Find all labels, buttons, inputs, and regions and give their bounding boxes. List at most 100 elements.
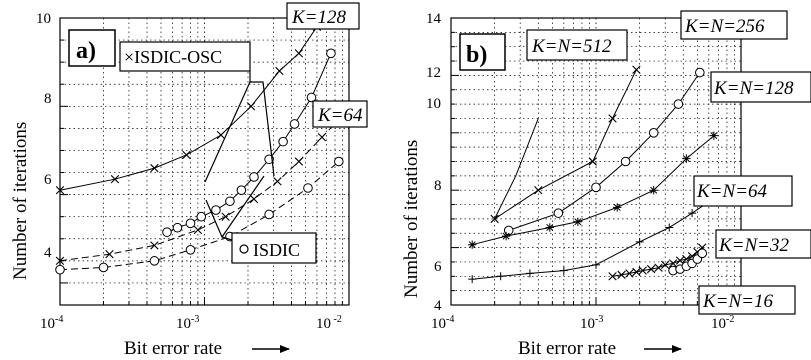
data-point bbox=[638, 266, 647, 275]
y-axis-title: Number of iterations bbox=[10, 122, 31, 280]
y-tick-label: 4 bbox=[44, 245, 52, 261]
y-tick-label: 6 bbox=[434, 259, 442, 275]
data-point bbox=[468, 275, 477, 284]
data-point bbox=[591, 182, 601, 193]
data-point bbox=[625, 269, 634, 278]
data-point bbox=[592, 260, 600, 269]
data-point bbox=[185, 245, 196, 255]
y-tick-label: 12 bbox=[426, 65, 441, 81]
data-point bbox=[675, 256, 685, 265]
data-point bbox=[249, 172, 259, 182]
x-tick-label: 10-4 bbox=[431, 314, 454, 332]
data-point bbox=[573, 217, 583, 226]
data-point bbox=[289, 119, 300, 129]
series-label-32: K=N=32 bbox=[718, 235, 789, 256]
chart-panel-a: 4 6 8 10 10-4 10-3 10 -2 Number of itera… bbox=[10, 2, 368, 359]
data-point bbox=[162, 227, 172, 237]
series-label-box-32 bbox=[715, 229, 811, 259]
series-label-128: K=N=128 bbox=[713, 78, 794, 99]
series-line-k-n-128 bbox=[508, 72, 701, 231]
data-point bbox=[150, 163, 159, 173]
data-point bbox=[525, 269, 534, 278]
x-tick-label: 10-3 bbox=[580, 314, 603, 332]
data-point bbox=[275, 66, 284, 76]
legend-label-osc: ×ISDIC-OSC bbox=[124, 47, 222, 67]
data-point bbox=[193, 225, 203, 235]
data-point bbox=[668, 259, 678, 268]
data-point bbox=[534, 186, 543, 195]
series-label-box-128 bbox=[710, 71, 811, 103]
series-label-box-k128 bbox=[286, 2, 360, 30]
data-point bbox=[673, 99, 684, 109]
data-point bbox=[196, 211, 207, 222]
data-point bbox=[501, 231, 511, 241]
legend-pointer-osc bbox=[204, 81, 251, 183]
data-point bbox=[273, 177, 282, 186]
y-tick-label: 10 bbox=[36, 11, 51, 27]
legend-marker-isdic bbox=[239, 244, 249, 254]
y-tick-label: 6 bbox=[44, 172, 52, 188]
data-point bbox=[294, 157, 304, 166]
panel-label: b) bbox=[466, 42, 487, 68]
series-label-k128: K=128 bbox=[291, 7, 346, 28]
data-point bbox=[278, 136, 288, 147]
data-point bbox=[236, 185, 247, 195]
data-point bbox=[326, 48, 336, 59]
series-line-k-n-256 bbox=[494, 69, 637, 220]
data-point bbox=[306, 92, 317, 103]
data-point bbox=[490, 214, 499, 224]
y-tick-label: 8 bbox=[434, 178, 442, 194]
x-axis-title: Bit error rate bbox=[124, 338, 222, 359]
series-line-k-n-512 bbox=[494, 118, 539, 220]
data-point bbox=[221, 212, 230, 221]
legend-box-isdic bbox=[231, 232, 317, 264]
data-point bbox=[709, 131, 719, 140]
data-point bbox=[55, 256, 65, 266]
series-label-box-256 bbox=[680, 10, 788, 40]
panel-label-box bbox=[459, 33, 506, 71]
series-group-b bbox=[467, 65, 719, 284]
data-point bbox=[588, 157, 597, 166]
data-point bbox=[649, 186, 658, 195]
data-point bbox=[225, 196, 235, 207]
data-point bbox=[55, 264, 65, 275]
y-tick-label: 4 bbox=[434, 298, 442, 314]
data-point bbox=[182, 150, 191, 160]
y-tick-label: 10 bbox=[426, 96, 441, 112]
data-point bbox=[697, 248, 707, 259]
series-line-k-n-64 bbox=[472, 135, 715, 246]
data-point bbox=[559, 266, 568, 275]
x-tick-label: 10-4 bbox=[40, 314, 63, 332]
chart-panel-b: 4 6 8 10 12 14 10-4 10-3 10-2 Number of … bbox=[401, 10, 811, 359]
data-point bbox=[608, 272, 617, 281]
data-point bbox=[620, 156, 631, 167]
series-label-box-64 bbox=[693, 175, 793, 207]
series-label-512: K=N=512 bbox=[531, 36, 612, 57]
data-point bbox=[211, 205, 221, 215]
data-point bbox=[660, 260, 670, 270]
data-point bbox=[612, 203, 622, 212]
series-label-256: K=N=256 bbox=[684, 16, 765, 37]
series-label-box-16 bbox=[698, 285, 796, 315]
data-point bbox=[264, 209, 274, 220]
data-point bbox=[467, 240, 477, 249]
data-point bbox=[110, 174, 120, 184]
panel-label-box bbox=[68, 29, 116, 67]
data-point bbox=[185, 218, 196, 229]
series-line-k-64 bbox=[59, 161, 340, 271]
series-label-box-k64 bbox=[312, 100, 368, 128]
data-point bbox=[635, 237, 644, 246]
data-point bbox=[665, 223, 674, 232]
data-point bbox=[632, 267, 641, 277]
data-point bbox=[216, 130, 226, 140]
legend-box-osc bbox=[119, 41, 251, 72]
data-point bbox=[334, 156, 344, 167]
data-point bbox=[608, 114, 617, 123]
series-label-64: K=N=64 bbox=[696, 181, 767, 202]
data-point bbox=[682, 154, 691, 163]
x-axis-title: Bit error rate bbox=[518, 338, 616, 359]
data-point bbox=[545, 223, 554, 232]
legend-label-isdic: ISDIC bbox=[253, 240, 300, 260]
data-point bbox=[496, 272, 505, 281]
